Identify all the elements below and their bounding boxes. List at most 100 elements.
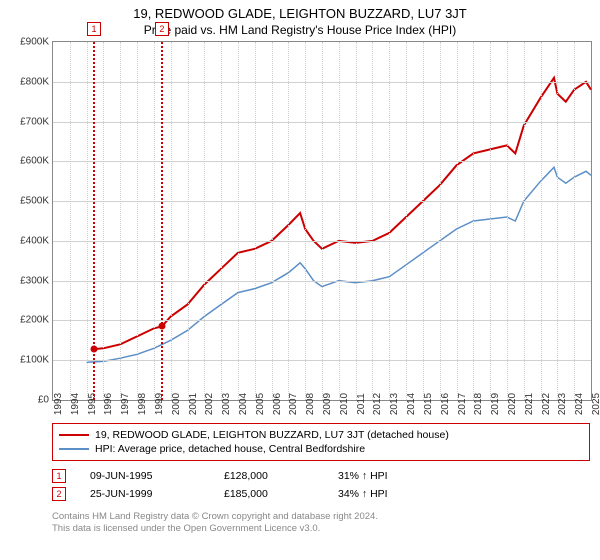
sale-price: £128,000: [224, 470, 314, 482]
x-tick-label: 2013: [389, 393, 400, 415]
legend-swatch: [59, 434, 89, 436]
gridline-v: [322, 42, 323, 400]
gridline-v: [473, 42, 474, 400]
x-tick-label: 2022: [541, 393, 552, 415]
sales-table: 1 09-JUN-1995 £128,000 31% ↑ HPI 2 25-JUN-199…: [52, 467, 590, 503]
footnote-l1: Contains HM Land Registry data © Crown c…: [52, 511, 590, 523]
x-tick-label: 1993: [53, 393, 64, 415]
sale-date: 25-JUN-1999: [90, 488, 200, 500]
legend-box: 19, REDWOOD GLADE, LEIGHTON BUZZARD, LU7…: [52, 423, 590, 461]
x-tick-label: 2024: [574, 393, 585, 415]
x-tick-label: 2015: [423, 393, 434, 415]
x-tick-label: 2020: [507, 393, 518, 415]
gridline-v: [490, 42, 491, 400]
y-tick-label: £900K: [20, 37, 49, 48]
y-tick-label: £600K: [20, 156, 49, 167]
x-tick-label: 2003: [221, 393, 232, 415]
x-tick-label: 2017: [457, 393, 468, 415]
x-tick-label: 2023: [557, 393, 568, 415]
gridline-v: [204, 42, 205, 400]
gridline-v: [557, 42, 558, 400]
x-tick-label: 2011: [356, 393, 367, 415]
gridline-v: [524, 42, 525, 400]
x-tick-label: 2010: [339, 393, 350, 415]
y-tick-label: £500K: [20, 196, 49, 207]
x-tick-label: 1996: [103, 393, 114, 415]
x-tick-label: 2004: [238, 393, 249, 415]
x-tick-label: 1999: [154, 393, 165, 415]
legend-label: HPI: Average price, detached house, Cent…: [95, 443, 365, 455]
x-tick-label: 2025: [591, 393, 600, 415]
gridline-v: [423, 42, 424, 400]
gridline-v: [255, 42, 256, 400]
gridline-v: [120, 42, 121, 400]
sale-marker-line: [161, 42, 163, 400]
legend-label: 19, REDWOOD GLADE, LEIGHTON BUZZARD, LU7…: [95, 429, 449, 441]
x-tick-label: 2021: [524, 393, 535, 415]
y-tick-label: £100K: [20, 355, 49, 366]
x-tick-label: 2014: [406, 393, 417, 415]
gridline-v: [305, 42, 306, 400]
gridline-v: [221, 42, 222, 400]
x-tick-label: 2000: [171, 393, 182, 415]
footnote-l2: This data is licensed under the Open Gov…: [52, 523, 590, 535]
sale-marker-box: 2: [155, 22, 169, 36]
x-tick-label: 2005: [255, 393, 266, 415]
sale-marker-dot: [158, 323, 165, 330]
plot-area: £0£100K£200K£300K£400K£500K£600K£700K£80…: [52, 41, 592, 401]
gridline-v: [339, 42, 340, 400]
sale-row-marker: 1: [52, 469, 66, 483]
chart-container: 19, REDWOOD GLADE, LEIGHTON BUZZARD, LU7…: [0, 0, 600, 560]
x-tick-label: 2007: [288, 393, 299, 415]
legend-row: HPI: Average price, detached house, Cent…: [59, 442, 583, 456]
gridline-v: [356, 42, 357, 400]
x-tick-label: 2018: [473, 393, 484, 415]
x-tick-label: 2009: [322, 393, 333, 415]
sale-row: 1 09-JUN-1995 £128,000 31% ↑ HPI: [52, 467, 590, 485]
sale-delta: 34% ↑ HPI: [338, 488, 388, 500]
chart-plot-wrap: £0£100K£200K£300K£400K£500K£600K£700K£80…: [52, 41, 592, 401]
gridline-v: [372, 42, 373, 400]
gridline-v: [288, 42, 289, 400]
sale-date: 09-JUN-1995: [90, 470, 200, 482]
sale-row: 2 25-JUN-1999 £185,000 34% ↑ HPI: [52, 485, 590, 503]
gridline-v: [103, 42, 104, 400]
chart-title: 19, REDWOOD GLADE, LEIGHTON BUZZARD, LU7…: [0, 0, 600, 21]
gridline-v: [457, 42, 458, 400]
x-tick-label: 2012: [372, 393, 383, 415]
y-tick-label: £700K: [20, 116, 49, 127]
x-tick-label: 1998: [137, 393, 148, 415]
sale-marker-dot: [91, 346, 98, 353]
gridline-v: [188, 42, 189, 400]
x-tick-label: 2019: [490, 393, 501, 415]
y-tick-label: £200K: [20, 315, 49, 326]
x-tick-label: 1994: [70, 393, 81, 415]
y-tick-label: £800K: [20, 76, 49, 87]
gridline-v: [171, 42, 172, 400]
y-tick-label: £300K: [20, 275, 49, 286]
x-tick-label: 2006: [272, 393, 283, 415]
footnote: Contains HM Land Registry data © Crown c…: [52, 511, 590, 535]
gridline-v: [87, 42, 88, 400]
legend-row: 19, REDWOOD GLADE, LEIGHTON BUZZARD, LU7…: [59, 428, 583, 442]
gridline-v: [507, 42, 508, 400]
gridline-v: [574, 42, 575, 400]
y-tick-label: £400K: [20, 235, 49, 246]
x-tick-label: 2002: [204, 393, 215, 415]
sale-delta: 31% ↑ HPI: [338, 470, 388, 482]
gridline-v: [154, 42, 155, 400]
y-tick-label: £0: [38, 395, 49, 406]
sale-row-marker: 2: [52, 487, 66, 501]
sale-marker-box: 1: [87, 22, 101, 36]
gridline-v: [272, 42, 273, 400]
x-tick-label: 2001: [188, 393, 199, 415]
legend-swatch: [59, 448, 89, 450]
gridline-v: [406, 42, 407, 400]
series-line: [94, 78, 591, 349]
gridline-v: [238, 42, 239, 400]
sale-price: £185,000: [224, 488, 314, 500]
gridline-v: [389, 42, 390, 400]
x-tick-label: 2016: [440, 393, 451, 415]
gridline-v: [541, 42, 542, 400]
x-tick-label: 2008: [305, 393, 316, 415]
